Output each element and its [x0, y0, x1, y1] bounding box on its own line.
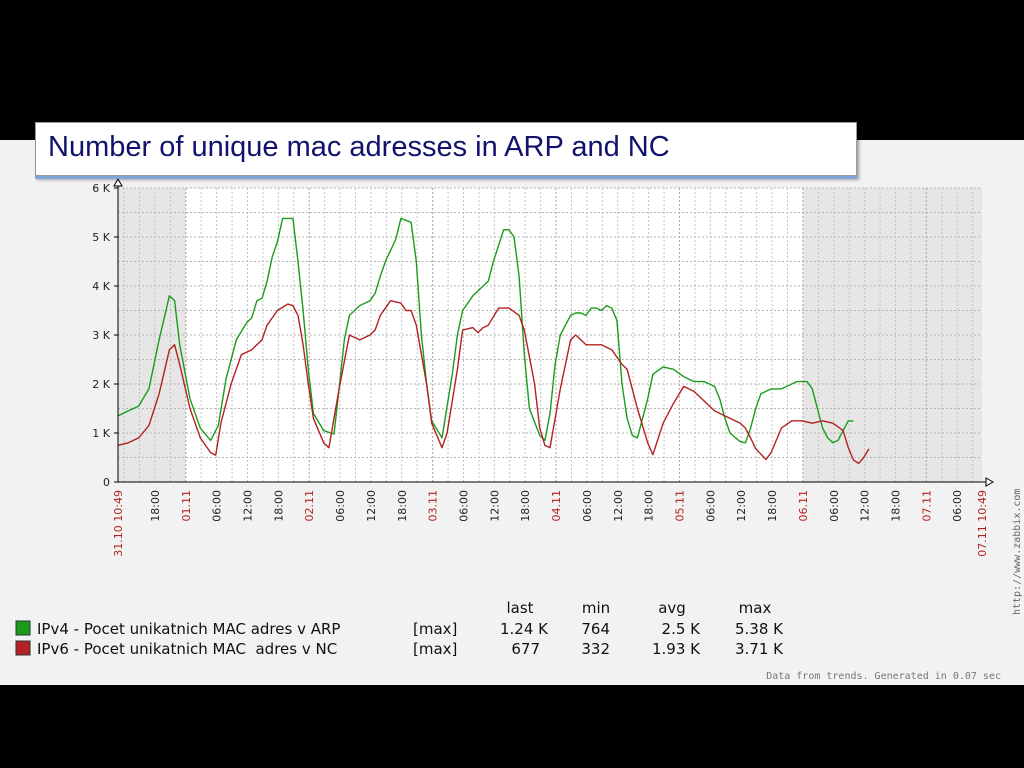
legend-swatch-ipv6: [15, 640, 31, 656]
legend-max-ipv4: 5.38 K: [735, 620, 784, 638]
x-tick-label: 12:00: [612, 490, 625, 522]
x-tick-label: 07.11: [920, 490, 933, 522]
y-tick-label: 5 K: [92, 231, 110, 244]
series-lines: [117, 217, 870, 465]
grid-lines: [118, 187, 982, 482]
x-tick-label: 06.11: [797, 490, 810, 522]
legend-swatch-ipv4: [15, 620, 31, 636]
x-tick-label: 06:00: [704, 490, 717, 522]
x-tick-label: 18:00: [766, 490, 779, 522]
x-tick-label: 12:00: [365, 490, 378, 522]
x-tick-label: 05.11: [673, 490, 686, 522]
x-tick-label: 31.10 10:49: [112, 490, 125, 557]
x-tick-label: 12:00: [488, 490, 501, 522]
x-tick-label: 07.11 10:49: [976, 490, 989, 557]
y-tick-labels: 0 1 K 2 K 3 K 4 K 5 K 6 K: [92, 182, 118, 489]
y-axis-arrow: [113, 177, 123, 187]
axes: [113, 177, 995, 487]
x-tick-label: 06:00: [334, 490, 347, 522]
x-tick-label: 01.11: [180, 490, 193, 522]
legend-header-last: last: [506, 599, 533, 617]
series-line-ipv6: [117, 300, 870, 465]
legend-avg-ipv6: 1.93 K: [652, 640, 701, 658]
legend-avg-ipv4: 2.5 K: [662, 620, 702, 638]
legend-name-ipv4: IPv4 - Pocet unikatnich MAC adres v ARP: [37, 620, 340, 638]
x-tick-label: 18:00: [272, 490, 285, 522]
x-tick-label: 02.11: [303, 490, 316, 522]
legend-header-min: min: [582, 599, 610, 617]
x-tick-label: 12:00: [859, 490, 872, 522]
legend-min-ipv6: 332: [581, 640, 610, 658]
legend-max-ipv6: 3.71 K: [735, 640, 784, 658]
x-tick-label: 06:00: [828, 490, 841, 522]
legend-header-max: max: [739, 599, 772, 617]
x-tick-label: 06:00: [951, 490, 964, 522]
legend-name-ipv6: IPv6 - Pocet unikatnich MAC adres v NC: [37, 640, 337, 658]
y-tick-label: 2 K: [92, 378, 110, 391]
y-tick-label: 6 K: [92, 182, 110, 195]
legend-last-ipv4: 1.24 K: [500, 620, 549, 638]
legend-func-ipv4: [max]: [413, 620, 457, 638]
x-tick-label: 06:00: [581, 490, 594, 522]
title-box: Number of unique mac adresses in ARP and…: [35, 122, 857, 176]
y-tick-label: 1 K: [92, 427, 110, 440]
page-title: Number of unique mac adresses in ARP and…: [48, 131, 670, 163]
x-tick-label: 18:00: [889, 490, 902, 522]
x-tick-label: 18:00: [519, 490, 532, 522]
x-tick-label: 04.11: [550, 490, 563, 522]
legend-func-ipv6: [max]: [413, 640, 457, 658]
legend-min-ipv4: 764: [581, 620, 610, 638]
shaded-range-1: [802, 188, 982, 482]
footer-note: Data from trends. Generated in 0.07 sec: [766, 671, 1001, 682]
y-tick-label: 0: [103, 476, 110, 489]
x-axis-arrow: [985, 477, 995, 487]
x-tick-label: 12:00: [241, 490, 254, 522]
x-tick-label: 18:00: [149, 490, 162, 522]
y-tick-label: 3 K: [92, 329, 110, 342]
x-tick-label: 03.11: [427, 490, 440, 522]
x-tick-label: 18:00: [643, 490, 656, 522]
zabbix-url: http://www.zabbix.com: [1012, 489, 1023, 615]
x-tick-label: 18:00: [396, 490, 409, 522]
legend-last-ipv6: 677: [511, 640, 540, 658]
y-tick-label: 4 K: [92, 280, 110, 293]
x-tick-labels: 31.10 10:49 18:00 01.11 06:00 12:00 18:00 02.1…: [112, 490, 989, 557]
x-tick-label: 06:00: [211, 490, 224, 522]
x-tick-label: 12:00: [735, 490, 748, 522]
legend: last min avg max IPv4 - Pocet unikatnich…: [15, 599, 784, 658]
x-tick-label: 06:00: [457, 490, 470, 522]
legend-header-avg: avg: [658, 599, 686, 617]
series-line-ipv4: [117, 217, 854, 444]
